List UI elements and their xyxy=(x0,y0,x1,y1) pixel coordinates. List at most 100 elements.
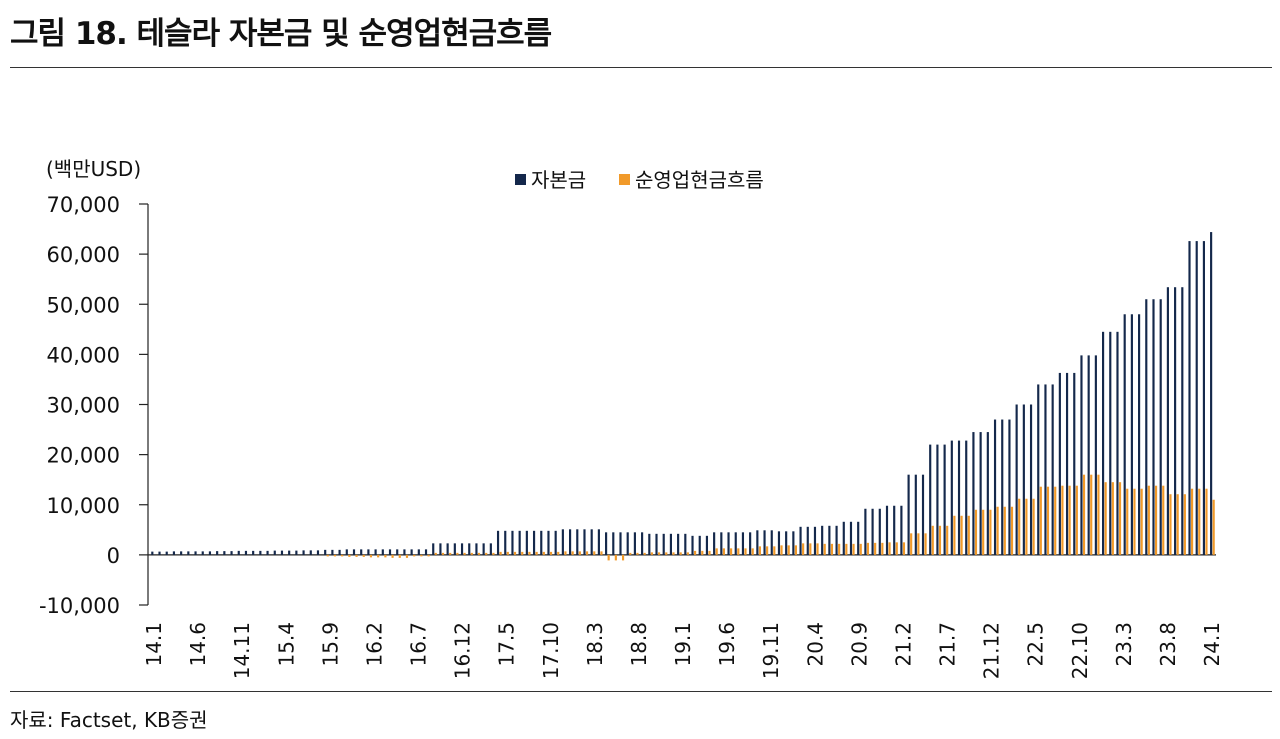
operating-cashflow-bar xyxy=(974,509,978,555)
operating-cashflow-bar xyxy=(1046,486,1050,555)
y-unit-label: (백만USD) xyxy=(46,157,141,181)
capital-bar xyxy=(187,551,190,555)
operating-cashflow-bar xyxy=(578,551,581,555)
capital-bar xyxy=(475,543,478,555)
operating-cashflow-bar xyxy=(931,525,934,555)
x-tick-label: 19.6 xyxy=(715,622,739,667)
operating-cashflow-bar xyxy=(441,552,445,555)
operating-cashflow-bar xyxy=(1018,498,1021,555)
operating-cashflow-bar xyxy=(982,509,985,555)
operating-cashflow-bar xyxy=(686,552,689,555)
x-tick-label: 19.11 xyxy=(759,622,783,679)
capital-bar xyxy=(403,549,406,555)
capital-bar xyxy=(165,551,168,555)
capital-bar xyxy=(669,533,672,555)
operating-cashflow-bar xyxy=(333,554,337,557)
capital-bar xyxy=(691,535,694,555)
capital-bar xyxy=(446,543,449,555)
operating-cashflow-bar xyxy=(1212,499,1215,555)
operating-cashflow-bar xyxy=(722,548,725,555)
capital-bar xyxy=(914,474,917,555)
capital-bar xyxy=(929,444,932,555)
operating-cashflow-bar xyxy=(787,545,790,555)
capital-bar xyxy=(777,531,781,555)
capital-bar xyxy=(720,532,723,555)
operating-cashflow-bar xyxy=(1147,485,1150,555)
capital-bar xyxy=(569,529,572,555)
operating-cashflow-bar xyxy=(910,533,913,555)
operating-cashflow-bar xyxy=(1126,488,1129,555)
operating-cashflow-bar xyxy=(593,551,596,555)
operating-cashflow-bar xyxy=(967,515,970,555)
capital-bar xyxy=(151,551,154,555)
capital-bar xyxy=(936,444,939,555)
capital-bar xyxy=(835,525,838,555)
capital-bar xyxy=(921,474,925,555)
operating-cashflow-bar xyxy=(521,551,524,555)
capital-bar xyxy=(396,549,399,555)
operating-cashflow-bar xyxy=(1198,488,1201,555)
operating-cashflow-bar xyxy=(953,515,956,555)
operating-cashflow-bar xyxy=(838,543,841,555)
operating-cashflow-bar xyxy=(362,554,365,557)
capital-bar xyxy=(590,529,593,555)
x-tick-label: 16.7 xyxy=(407,622,431,667)
capital-bar xyxy=(684,533,687,555)
capital-bar xyxy=(828,525,831,555)
operating-cashflow-bar xyxy=(989,509,992,555)
capital-bar xyxy=(216,551,219,555)
capital-bar xyxy=(612,532,615,555)
capital-bar xyxy=(799,526,802,555)
capital-bar xyxy=(1037,384,1040,555)
x-tick-label: 16.2 xyxy=(362,622,386,667)
capital-bar xyxy=(576,529,579,555)
x-tick-label: 22.10 xyxy=(1068,622,1092,679)
top-divider xyxy=(10,67,1272,68)
capital-bar xyxy=(957,440,961,555)
capital-bar xyxy=(1051,384,1054,555)
operating-cashflow-bar xyxy=(614,554,617,561)
x-tick-label: 19.1 xyxy=(671,622,695,667)
operating-cashflow-bar xyxy=(1097,474,1100,555)
operating-cashflow-bar xyxy=(960,515,963,555)
operating-cashflow-bar xyxy=(823,543,826,555)
operating-cashflow-bar xyxy=(665,552,668,555)
operating-cashflow-bar xyxy=(730,548,733,555)
operating-cashflow-bar xyxy=(629,552,632,555)
x-tick-label: 21.12 xyxy=(980,622,1004,679)
capital-bar xyxy=(1087,355,1090,555)
legend-swatch-capital xyxy=(515,174,526,185)
capital-bar xyxy=(986,432,989,555)
capital-bar xyxy=(367,549,370,555)
capital-bar xyxy=(993,419,997,555)
operating-cashflow-bar xyxy=(405,554,409,558)
x-tick-label: 14.6 xyxy=(186,622,210,667)
y-tick-label: 70,000 xyxy=(47,193,120,217)
capital-bar xyxy=(295,550,298,555)
x-tick-label: 16.12 xyxy=(451,622,475,679)
x-tick-label: 18.8 xyxy=(627,622,651,667)
capital-bar xyxy=(1152,299,1155,555)
capital-bar xyxy=(662,533,665,555)
capital-bar xyxy=(1202,241,1205,555)
capital-bar xyxy=(900,505,903,555)
capital-bar xyxy=(1116,331,1119,555)
operating-cashflow-bar xyxy=(413,554,416,557)
capital-bar xyxy=(677,533,680,555)
capital-bar xyxy=(698,535,701,555)
x-tick-label: 22.5 xyxy=(1024,622,1048,667)
axes: (백만USD) -10,000 0 10,000 20,000 30,000 40,000 5… xyxy=(39,157,1224,679)
legend: 자본금 순영업현금흐름 xyxy=(515,168,764,192)
x-tick-label: 24.1 xyxy=(1200,622,1224,667)
operating-cashflow-bar xyxy=(557,551,560,555)
capital-bar xyxy=(374,549,377,555)
operating-cashflow-bar xyxy=(859,543,862,555)
operating-cashflow-bar xyxy=(1118,482,1122,555)
capital-bar xyxy=(201,551,204,555)
capital-bar xyxy=(1001,419,1004,555)
y-tick-label: 30,000 xyxy=(47,394,120,418)
operating-cashflow-bar xyxy=(1205,488,1208,555)
operating-cashflow-bar xyxy=(1169,494,1172,555)
capital-bar xyxy=(360,549,363,555)
capital-bar xyxy=(864,508,867,555)
